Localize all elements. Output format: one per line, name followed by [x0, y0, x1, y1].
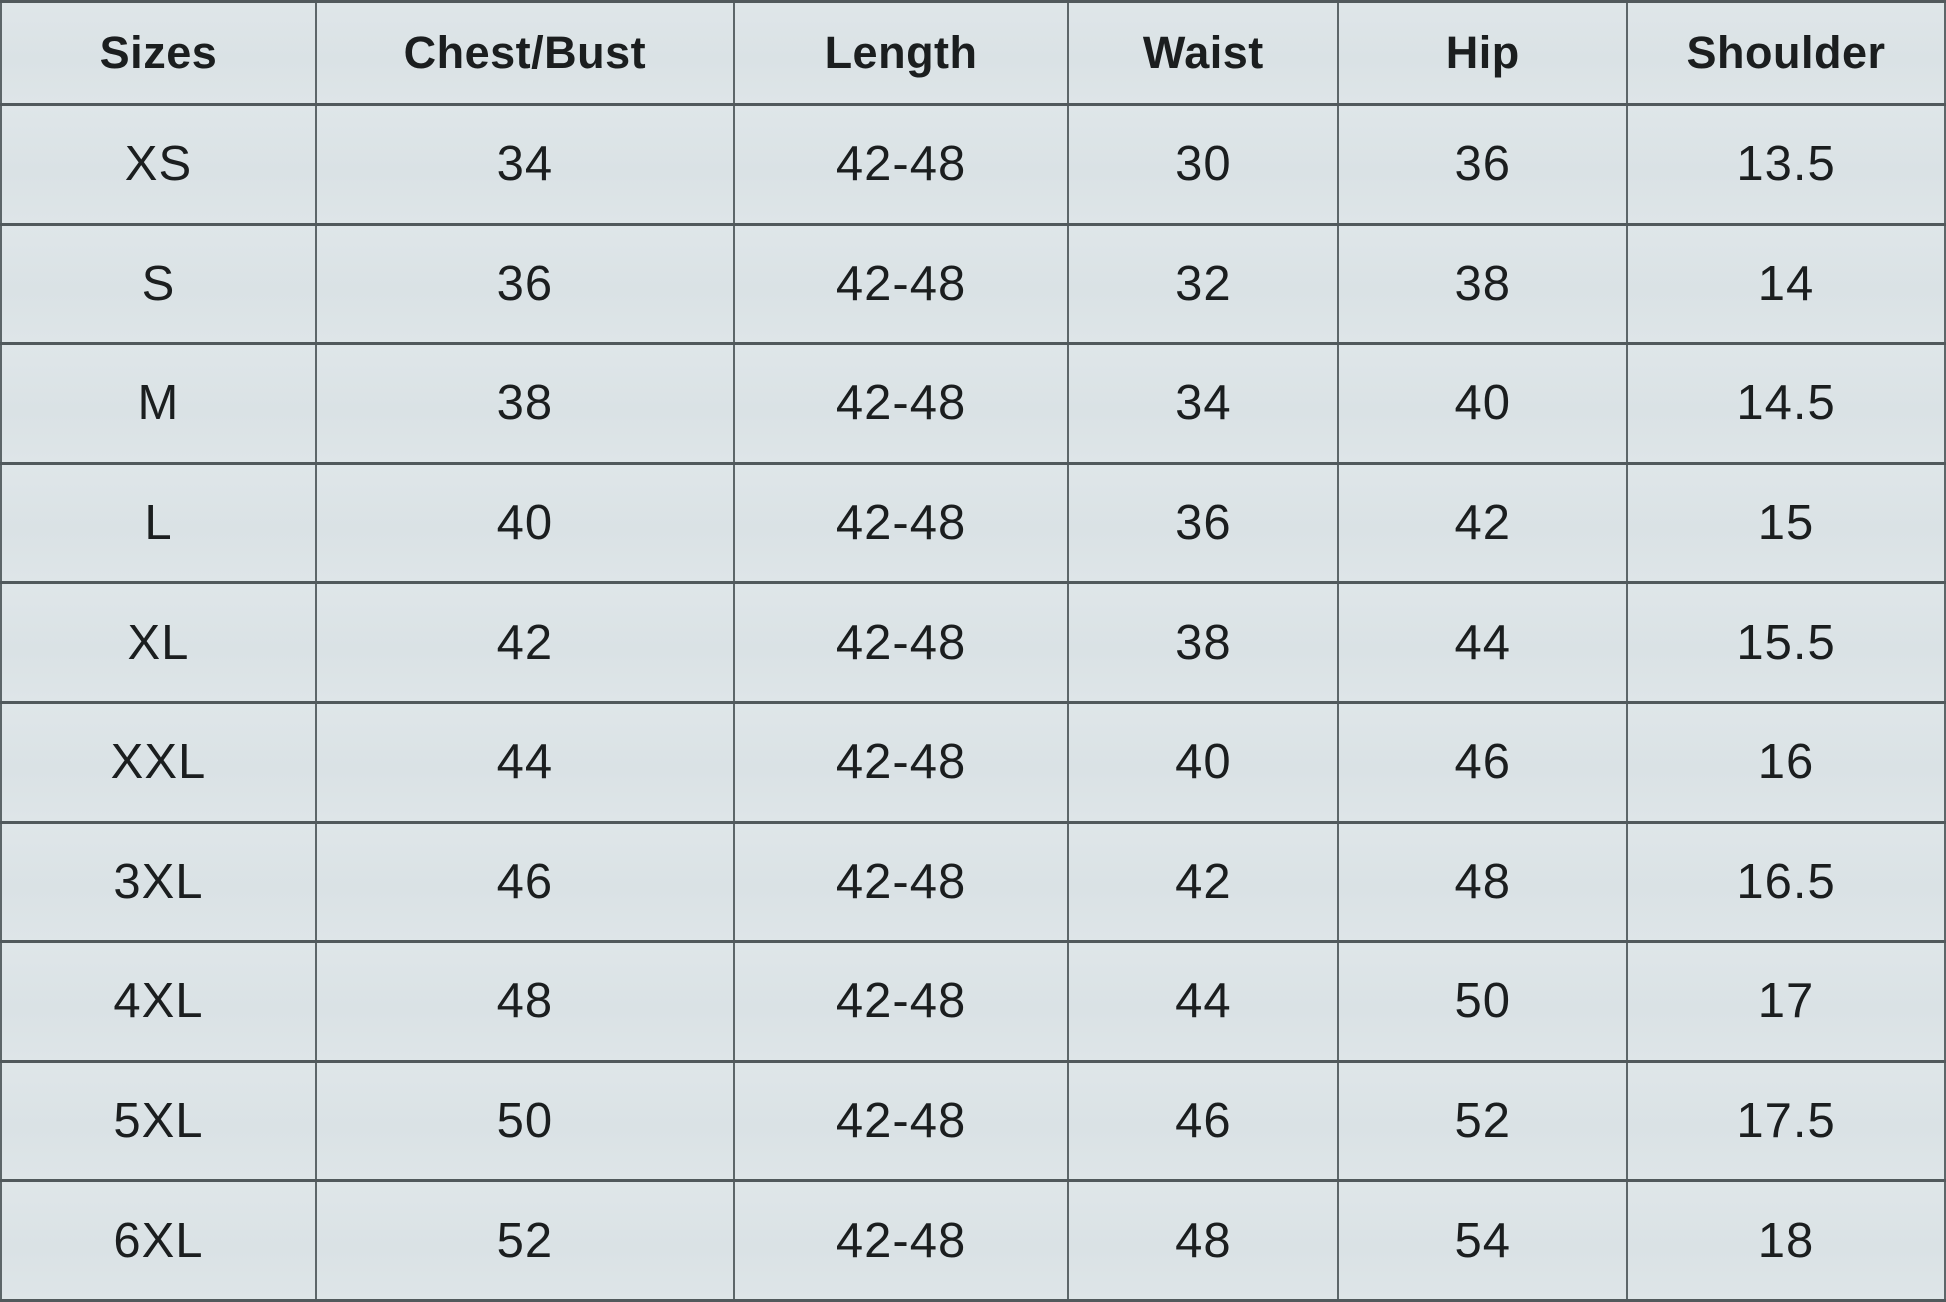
- size-label-cell: 6XL: [0, 1179, 317, 1302]
- column-header-sizes: Sizes: [0, 0, 317, 106]
- table-cell: 42-48: [732, 1059, 1070, 1183]
- table-row-l: L 40 42-48 36 42 15: [0, 461, 1946, 585]
- table-cell: 17.5: [1626, 1059, 1946, 1183]
- header-row: Sizes Chest/Bust Length Waist Hip Should…: [0, 0, 1946, 106]
- table-cell: 42-48: [732, 820, 1070, 944]
- column-header-hip: Hip: [1337, 0, 1629, 106]
- table-cell: 44: [314, 700, 735, 824]
- table-cell: 36: [1337, 103, 1629, 226]
- table-cell: 40: [1067, 700, 1340, 824]
- table-cell: 42-48: [732, 342, 1070, 465]
- table-cell: 38: [1067, 581, 1340, 704]
- table-cell: 54: [1337, 1179, 1629, 1302]
- size-label-cell: S: [0, 222, 317, 346]
- table-cell: 50: [1337, 940, 1629, 1063]
- table-cell: 18: [1626, 1179, 1946, 1302]
- table-cell: 42-48: [732, 940, 1070, 1063]
- column-header-chest: Chest/Bust: [314, 0, 735, 106]
- size-label-cell: L: [0, 461, 317, 585]
- table-cell: 46: [314, 820, 735, 944]
- column-header-length: Length: [732, 0, 1070, 106]
- table-row-xl: XL 42 42-48 38 44 15.5: [0, 581, 1946, 704]
- table-cell: 34: [314, 103, 735, 226]
- size-label-cell: 3XL: [0, 820, 317, 944]
- table-row-4xl: 4XL 48 42-48 44 50 17: [0, 940, 1946, 1063]
- table-row-3xl: 3XL 46 42-48 42 48 16.5: [0, 820, 1946, 944]
- table-cell: 42: [1067, 820, 1340, 944]
- table-cell: 14.5: [1626, 342, 1946, 465]
- table-cell: 48: [1067, 1179, 1340, 1302]
- table-cell: 42: [1337, 461, 1629, 585]
- table-row-xxl: XXL 44 42-48 40 46 16: [0, 700, 1946, 824]
- table-cell: 42-48: [732, 700, 1070, 824]
- table-cell: 42-48: [732, 1179, 1070, 1302]
- table-row-m: M 38 42-48 34 40 14.5: [0, 342, 1946, 465]
- table-row-xs: XS 34 42-48 30 36 13.5: [0, 103, 1946, 226]
- table-cell: 30: [1067, 103, 1340, 226]
- table-cell: 44: [1067, 940, 1340, 1063]
- size-label-cell: 5XL: [0, 1059, 317, 1183]
- table-cell: 42-48: [732, 581, 1070, 704]
- table-cell: 42-48: [732, 103, 1070, 226]
- table-row-6xl: 6XL 52 42-48 48 54 18: [0, 1179, 1946, 1302]
- table-row-s: S 36 42-48 32 38 14: [0, 222, 1946, 346]
- size-label-cell: XXL: [0, 700, 317, 824]
- table-cell: 32: [1067, 222, 1340, 346]
- size-label-cell: 4XL: [0, 940, 317, 1063]
- table-cell: 16.5: [1626, 820, 1946, 944]
- table-cell: 36: [1067, 461, 1340, 585]
- table-cell: 38: [1337, 222, 1629, 346]
- size-label-cell: M: [0, 342, 317, 465]
- table-cell: 44: [1337, 581, 1629, 704]
- table-row-5xl: 5XL 50 42-48 46 52 17.5: [0, 1059, 1946, 1183]
- column-header-shoulder: Shoulder: [1626, 0, 1946, 106]
- size-label-cell: XL: [0, 581, 317, 704]
- table-cell: 16: [1626, 700, 1946, 824]
- table-cell: 40: [1337, 342, 1629, 465]
- table-cell: 15: [1626, 461, 1946, 585]
- table-cell: 13.5: [1626, 103, 1946, 226]
- table-cell: 46: [1337, 700, 1629, 824]
- table-cell: 52: [1337, 1059, 1629, 1183]
- table-cell: 34: [1067, 342, 1340, 465]
- table-cell: 46: [1067, 1059, 1340, 1183]
- table-cell: 36: [314, 222, 735, 346]
- size-label-cell: XS: [0, 103, 317, 226]
- table-cell: 15.5: [1626, 581, 1946, 704]
- table-cell: 48: [1337, 820, 1629, 944]
- table-cell: 40: [314, 461, 735, 585]
- table-cell: 42-48: [732, 222, 1070, 346]
- table-cell: 50: [314, 1059, 735, 1183]
- column-header-waist: Waist: [1067, 0, 1340, 106]
- table-cell: 42: [314, 581, 735, 704]
- table-cell: 14: [1626, 222, 1946, 346]
- table-cell: 42-48: [732, 461, 1070, 585]
- table-cell: 52: [314, 1179, 735, 1302]
- table-cell: 38: [314, 342, 735, 465]
- table-cell: 17: [1626, 940, 1946, 1063]
- table-cell: 48: [314, 940, 735, 1063]
